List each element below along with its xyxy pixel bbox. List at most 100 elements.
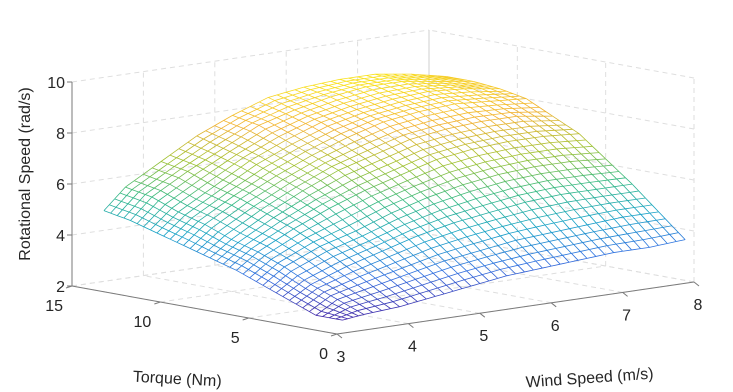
mesh-segment [390, 104, 398, 109]
mesh-segment [411, 132, 420, 138]
mesh-segment [370, 291, 380, 295]
mesh-segment [450, 95, 460, 98]
mesh-segment [286, 283, 294, 289]
mesh-segment [284, 228, 294, 235]
mesh-segment [282, 179, 290, 184]
mesh-segment [340, 162, 348, 167]
mesh-segment [594, 195, 604, 199]
mesh-segment [522, 211, 530, 220]
mesh-segment [320, 175, 330, 181]
mesh-segment [142, 211, 149, 219]
mesh-segment [393, 169, 401, 176]
mesh-segment [372, 88, 382, 91]
mesh-segment [597, 247, 606, 255]
mesh-segment [382, 146, 393, 152]
mesh-segment [212, 128, 222, 135]
mesh-segment [574, 147, 582, 155]
mesh-segment [209, 257, 217, 262]
mesh-segment [335, 316, 342, 320]
mesh-segment [198, 188, 206, 194]
mesh-segment [176, 151, 186, 159]
mesh-segment [249, 160, 257, 165]
mesh-segment [180, 228, 188, 233]
mesh-segment [341, 86, 351, 91]
mesh-segment [249, 130, 257, 136]
mesh-segment [193, 234, 201, 239]
mesh-segment [421, 106, 429, 111]
mesh-segment [623, 183, 633, 186]
mesh-segment [555, 213, 564, 222]
mesh-segment [300, 168, 308, 174]
mesh-segment [509, 164, 517, 171]
y-tick-label: 0 [319, 346, 328, 363]
mesh-segment [294, 130, 304, 137]
mesh-segment [437, 251, 447, 255]
mesh-segment [423, 122, 431, 128]
mesh-segment [159, 204, 166, 211]
mesh-segment [255, 229, 263, 234]
mesh-segment [434, 94, 442, 99]
mesh-segment [339, 291, 347, 297]
mesh-segment [132, 191, 139, 199]
mesh-segment [483, 97, 493, 99]
mesh-segment [589, 215, 597, 224]
mesh-segment [245, 248, 252, 254]
mesh-segment [334, 102, 344, 107]
mesh-segment [499, 267, 510, 270]
mesh-segment [320, 180, 328, 186]
mesh-segment [454, 103, 462, 109]
mesh-segment [479, 105, 489, 108]
mesh-segment [290, 270, 298, 277]
mesh-segment [544, 189, 553, 197]
mesh-segment [487, 126, 495, 132]
mesh-segment [428, 290, 436, 297]
mesh-segment [458, 166, 468, 171]
mesh-segment [353, 167, 364, 172]
mesh-segment [389, 126, 397, 132]
mesh-segment [357, 284, 365, 291]
mesh-segment [369, 168, 379, 174]
mesh-segment [430, 104, 438, 109]
mesh-segment [437, 90, 444, 95]
mesh-segment [474, 142, 482, 148]
mesh-segment [446, 216, 454, 224]
mesh-segment [462, 181, 472, 186]
mesh-segment [409, 166, 419, 172]
mesh-segment [225, 163, 235, 171]
mesh-segment [430, 278, 440, 283]
mesh-segment [303, 106, 311, 111]
mesh-segment [516, 139, 524, 147]
mesh-segment [148, 220, 156, 225]
mesh-segment [310, 246, 321, 252]
mesh-segment [633, 207, 642, 215]
mesh-segment [492, 113, 502, 116]
mesh-segment [586, 256, 597, 259]
mesh-segment [169, 148, 180, 156]
mesh-segment [267, 181, 275, 186]
mesh-segment [329, 208, 337, 215]
mesh-segment [178, 171, 188, 179]
mesh-segment [361, 97, 369, 102]
mesh-segment [538, 149, 548, 152]
mesh-segment [328, 238, 339, 243]
mesh-segment [302, 251, 312, 257]
mesh-segment [553, 256, 561, 265]
mesh-segment [274, 153, 282, 159]
mesh-segment [331, 198, 339, 205]
mesh-segment [585, 139, 593, 147]
mesh-segment [346, 262, 356, 267]
mesh-segment [515, 240, 523, 248]
mesh-segment [200, 211, 208, 216]
mesh-segment [491, 202, 499, 211]
mesh-segment [442, 232, 452, 237]
mesh-segment [229, 176, 239, 184]
mesh-segment [308, 228, 316, 234]
mesh-segment [545, 111, 553, 117]
mesh-segment [482, 271, 492, 276]
mesh-segment [327, 125, 335, 131]
mesh-segment [163, 230, 170, 237]
mesh-segment [254, 111, 264, 117]
side-wall-gridline [428, 131, 695, 181]
mesh-segment [227, 186, 237, 193]
mesh-segment [272, 132, 280, 137]
